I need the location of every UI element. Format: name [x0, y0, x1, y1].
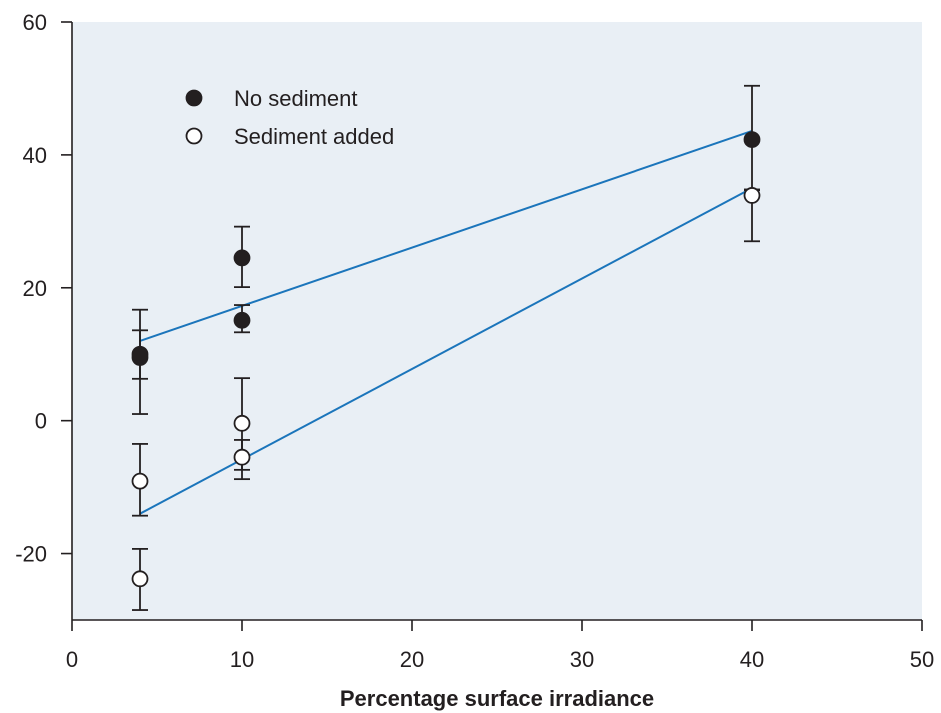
legend: No sediment Sediment added [185, 86, 394, 149]
legend-label: Sediment added [234, 124, 394, 149]
y-tick-label: 20 [23, 276, 47, 301]
x-tick-label: 10 [230, 647, 254, 672]
data-markers [131, 131, 761, 588]
open-circle-marker [743, 187, 761, 204]
legend-filled-circle-icon [185, 89, 203, 107]
axes [71, 22, 922, 621]
x-tick-label: 20 [400, 647, 424, 672]
x-tick-label: 0 [66, 647, 78, 672]
filled-circle-marker [233, 311, 251, 329]
open-circle-marker [233, 448, 251, 466]
open-circle-marker [233, 414, 251, 432]
x-tick-label: 40 [740, 647, 764, 672]
filled-circle-marker [743, 131, 761, 149]
x-ticks: 0 10 20 30 40 50 [66, 620, 934, 672]
y-tick-label: 0 [35, 409, 47, 434]
y-tick-label: -20 [15, 542, 47, 567]
y-ticks: 60 40 20 0 -20 [15, 10, 72, 567]
y-tick-label: 60 [23, 10, 47, 35]
x-tick-label: 30 [570, 647, 594, 672]
filled-circle-marker [131, 345, 149, 363]
legend-label: No sediment [234, 86, 358, 111]
legend-open-circle-icon [185, 127, 203, 145]
plot-area-background [72, 22, 922, 620]
x-axis-title: Percentage surface irradiance [340, 686, 654, 711]
x-tick-label: 50 [910, 647, 934, 672]
open-circle-marker [131, 472, 149, 490]
y-tick-label: 40 [23, 143, 47, 168]
filled-circle-marker [233, 249, 251, 267]
open-circle-marker [131, 570, 149, 588]
